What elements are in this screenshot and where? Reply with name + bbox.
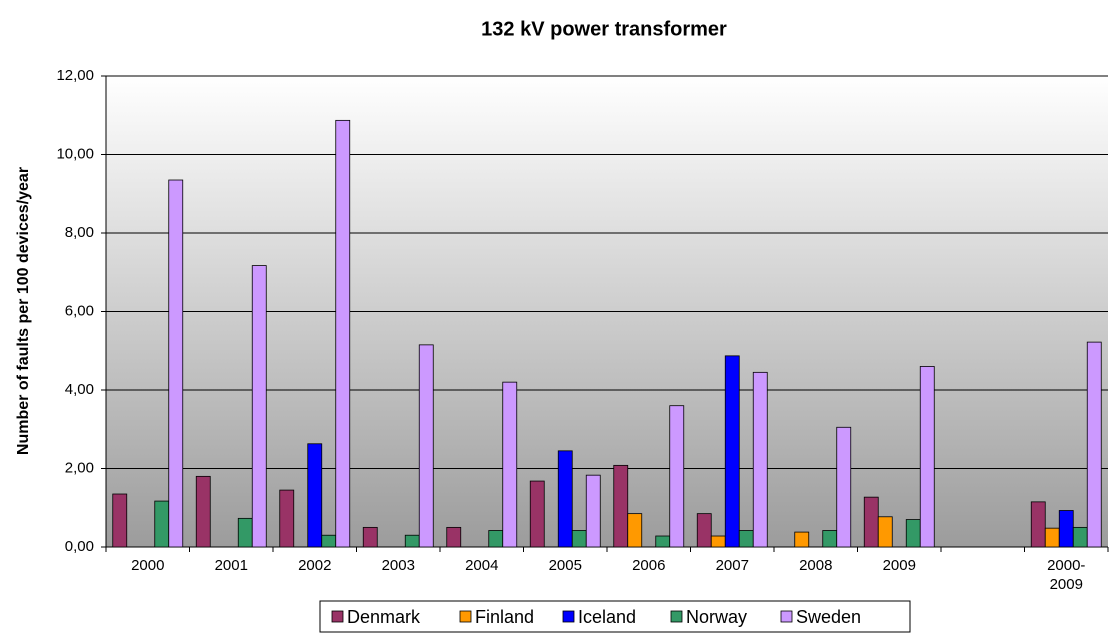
x-tick-label: 2005 — [548, 557, 582, 574]
bar — [585, 474, 601, 548]
y-tick-label: 4,00 — [65, 381, 94, 398]
y-axis-label: Number of faults per 100 devices/year — [15, 167, 32, 455]
bar — [794, 531, 810, 548]
bar — [571, 530, 587, 548]
x-tick-label: 2007 — [715, 557, 749, 574]
y-tick-label: 8,00 — [65, 224, 94, 241]
x-tick-label: 2003 — [381, 557, 415, 574]
bar — [863, 496, 879, 548]
bar — [905, 519, 921, 548]
x-tick-label: 2000- 2009 — [1047, 557, 1086, 593]
bar — [307, 443, 323, 548]
chart-title: 132 kV power transformer — [481, 18, 727, 40]
bar — [529, 480, 545, 548]
bar — [404, 534, 420, 548]
bar — [710, 535, 726, 548]
bar — [195, 475, 211, 548]
legend-swatch — [780, 610, 793, 623]
bar — [919, 366, 935, 548]
y-tick-label: 6,00 — [65, 302, 94, 319]
x-tick-label: 2002 — [298, 557, 332, 574]
bar — [1030, 501, 1046, 548]
bar — [237, 517, 253, 548]
legend-box — [319, 600, 911, 633]
bar — [1044, 527, 1060, 548]
bar — [1058, 510, 1074, 548]
legend-label: Denmark — [347, 607, 421, 627]
legend-swatch — [670, 610, 683, 623]
legend-label: Iceland — [578, 607, 636, 627]
bar — [154, 500, 170, 548]
y-tick-label: 0,00 — [65, 538, 94, 555]
bar — [1072, 526, 1088, 548]
bar — [362, 526, 378, 548]
x-tick-label: 2000 — [131, 557, 165, 574]
bar — [112, 493, 128, 548]
bar — [418, 344, 434, 548]
bar — [335, 119, 351, 548]
bar — [168, 179, 184, 548]
bar — [627, 513, 643, 548]
legend-label: Norway — [686, 607, 747, 627]
legend-swatch — [562, 610, 575, 623]
legend-label: Finland — [475, 607, 534, 627]
bar — [738, 530, 754, 548]
x-tick-label: 2004 — [465, 557, 499, 574]
bar — [613, 464, 629, 548]
y-tick-label: 2,00 — [65, 459, 94, 476]
bar — [1086, 341, 1102, 548]
bar — [877, 516, 893, 548]
bar — [655, 535, 671, 548]
bar — [321, 534, 337, 548]
x-tick-label: 2008 — [799, 557, 833, 574]
bar — [557, 450, 573, 548]
y-tick-label: 10,00 — [56, 145, 94, 162]
bar — [279, 489, 295, 548]
bar — [502, 381, 518, 548]
bar — [669, 405, 685, 548]
bar — [752, 371, 768, 548]
bar — [488, 530, 504, 548]
legend-label: Sweden — [796, 607, 861, 627]
bar — [446, 526, 462, 548]
legend-swatch — [331, 610, 344, 623]
y-tick-label: 12,00 — [56, 67, 94, 84]
bar — [251, 265, 267, 548]
x-tick-label: 2006 — [632, 557, 666, 574]
legend-swatch — [459, 610, 472, 623]
bar — [836, 426, 852, 548]
bar — [724, 355, 740, 548]
x-tick-label: 2001 — [214, 557, 248, 574]
bar — [822, 530, 838, 548]
bar — [696, 513, 712, 548]
x-tick-label: 2009 — [882, 557, 916, 574]
